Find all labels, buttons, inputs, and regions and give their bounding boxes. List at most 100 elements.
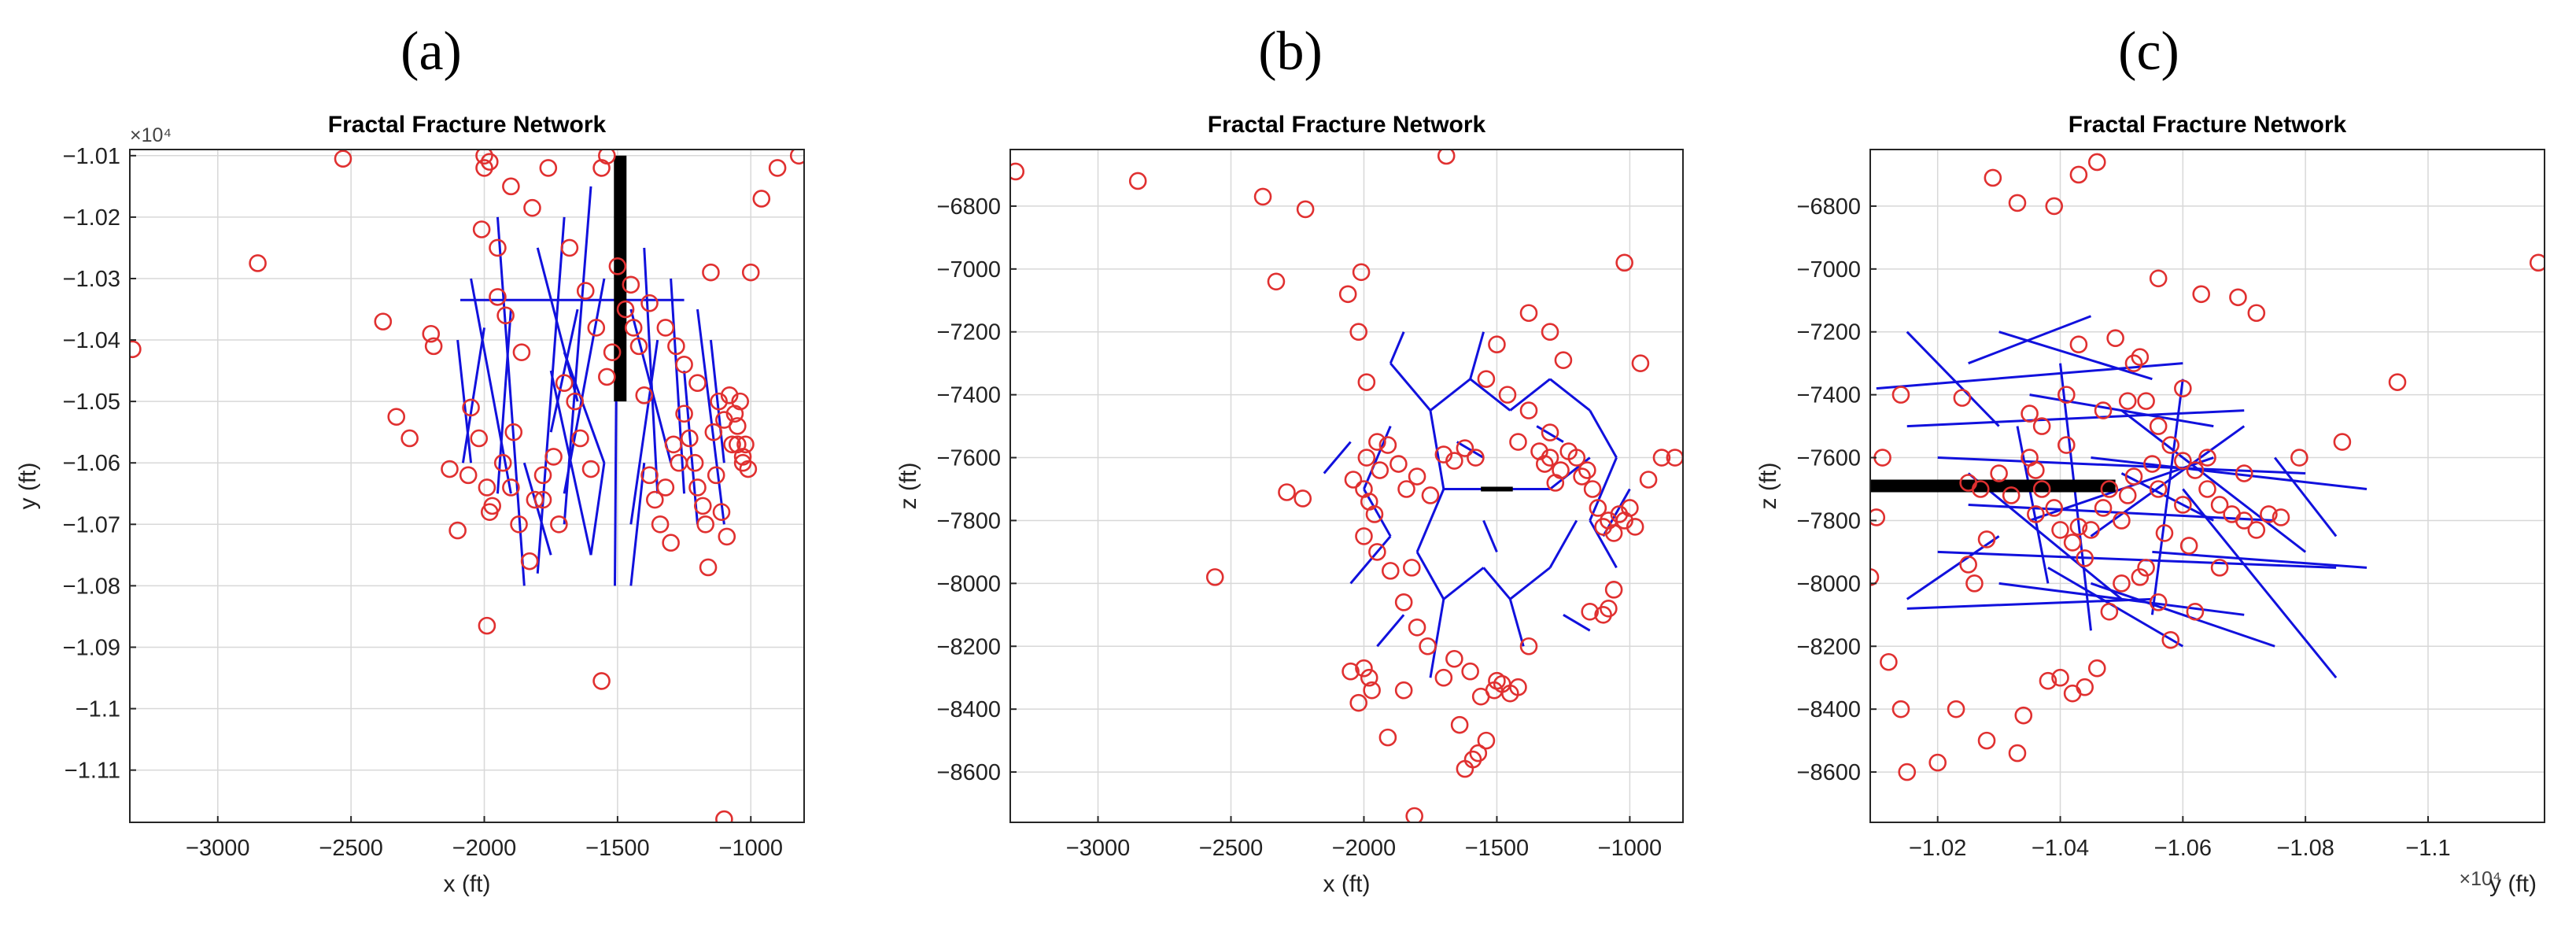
x-multiplier: ×10⁴ xyxy=(2460,868,2501,890)
event-point xyxy=(2186,603,2205,621)
event-point xyxy=(592,672,611,690)
event-point xyxy=(2124,467,2143,486)
y-tick-label: −1.08 xyxy=(63,574,120,599)
event-point xyxy=(1371,461,1389,479)
axes-frame-a xyxy=(129,149,805,823)
fracture-segment xyxy=(2090,425,2246,537)
chart-title-a: Fractal Fracture Network xyxy=(328,112,607,138)
event-point xyxy=(2210,559,2229,577)
fracture-segment xyxy=(709,339,725,464)
y-tick-label: −1.02 xyxy=(63,205,120,231)
event-point xyxy=(2272,508,2290,526)
y-tick-label: −1.05 xyxy=(63,390,120,415)
event-point xyxy=(1463,750,1482,769)
fracture-segment xyxy=(1589,456,1618,522)
event-point xyxy=(2087,153,2106,172)
y-tick-label: −7800 xyxy=(1797,508,1861,534)
event-point xyxy=(1344,471,1363,489)
event-point xyxy=(560,238,579,257)
event-point xyxy=(1477,731,1496,750)
fracture-segment xyxy=(522,462,552,556)
fracture-segment xyxy=(1536,425,1564,443)
event-point xyxy=(2106,329,2124,348)
event-point xyxy=(475,150,493,165)
event-point xyxy=(1488,335,1506,354)
event-point xyxy=(2076,678,2094,696)
event-point xyxy=(2247,304,2266,323)
event-point xyxy=(2192,285,2211,304)
event-point xyxy=(1405,807,1423,822)
event-point xyxy=(1368,543,1386,561)
event-point xyxy=(1365,505,1384,523)
event-point xyxy=(2210,496,2229,514)
event-point xyxy=(2174,379,2192,397)
event-point xyxy=(1880,652,1898,671)
y-axis-label-b: z (ft) xyxy=(895,463,921,510)
fracture-segment xyxy=(549,308,579,433)
event-point xyxy=(1352,263,1371,282)
event-point xyxy=(1631,354,1650,372)
event-point xyxy=(1434,668,1453,687)
event-point xyxy=(739,460,758,478)
event-point xyxy=(640,466,659,485)
fracture-segment xyxy=(2274,456,2338,537)
event-point xyxy=(1589,499,1607,517)
event-point xyxy=(1397,480,1415,498)
event-point xyxy=(1959,556,1977,574)
plot-area-a xyxy=(130,150,804,822)
fracture-segment xyxy=(1389,331,1405,364)
event-point xyxy=(768,159,787,177)
event-point xyxy=(2051,521,2069,539)
y-tick-label: −8400 xyxy=(937,697,1001,722)
event-point xyxy=(2137,559,2155,577)
y-multiplier: ×10⁴ xyxy=(130,124,172,146)
event-point xyxy=(707,466,725,485)
fracture-segment xyxy=(536,247,579,402)
event-point xyxy=(2131,568,2150,586)
event-point xyxy=(1381,562,1400,580)
fracture-segment xyxy=(1589,409,1618,459)
event-point xyxy=(616,300,635,319)
fracture-segment xyxy=(1937,456,2306,475)
fracture-segment xyxy=(496,308,512,494)
x-tick-label: −2500 xyxy=(319,836,382,861)
event-point xyxy=(2529,253,2545,272)
x-tick-label: −2500 xyxy=(1199,836,1263,861)
event-point xyxy=(1010,162,1025,181)
event-point xyxy=(2032,480,2051,498)
fracture-segment xyxy=(2091,456,2367,490)
fracture-segment xyxy=(1482,519,1498,552)
event-point xyxy=(622,275,640,294)
event-point xyxy=(2260,505,2278,523)
event-point xyxy=(2333,433,2352,451)
y-tick-label: −1.01 xyxy=(63,144,120,169)
event-point xyxy=(581,460,600,478)
event-point xyxy=(587,319,606,337)
event-point xyxy=(731,392,750,411)
event-point xyxy=(2137,392,2155,410)
event-point xyxy=(664,435,683,454)
event-point xyxy=(2057,436,2076,454)
event-point xyxy=(1408,467,1426,486)
event-point xyxy=(1870,508,1886,526)
y-tick-label: −7200 xyxy=(1797,320,1861,345)
event-point xyxy=(1498,386,1517,404)
event-point xyxy=(1600,600,1618,618)
event-point xyxy=(2149,480,2168,498)
event-point xyxy=(502,478,520,497)
event-point xyxy=(533,466,552,485)
event-point xyxy=(555,374,574,393)
fracture-segment xyxy=(1563,614,1591,632)
event-point xyxy=(2247,521,2266,539)
event-point xyxy=(2002,486,2021,504)
event-point xyxy=(733,453,752,472)
event-point xyxy=(550,515,568,534)
fracture-segment xyxy=(1389,362,1432,412)
x-tick-label: −1500 xyxy=(1465,836,1529,861)
event-point xyxy=(2008,194,2027,212)
fracture-segment xyxy=(1937,550,2337,569)
axes-frame-c xyxy=(1869,149,2545,823)
event-point xyxy=(608,257,627,275)
event-point xyxy=(2051,668,2069,687)
x-axis-label-c: y (ft) xyxy=(2489,871,2537,897)
